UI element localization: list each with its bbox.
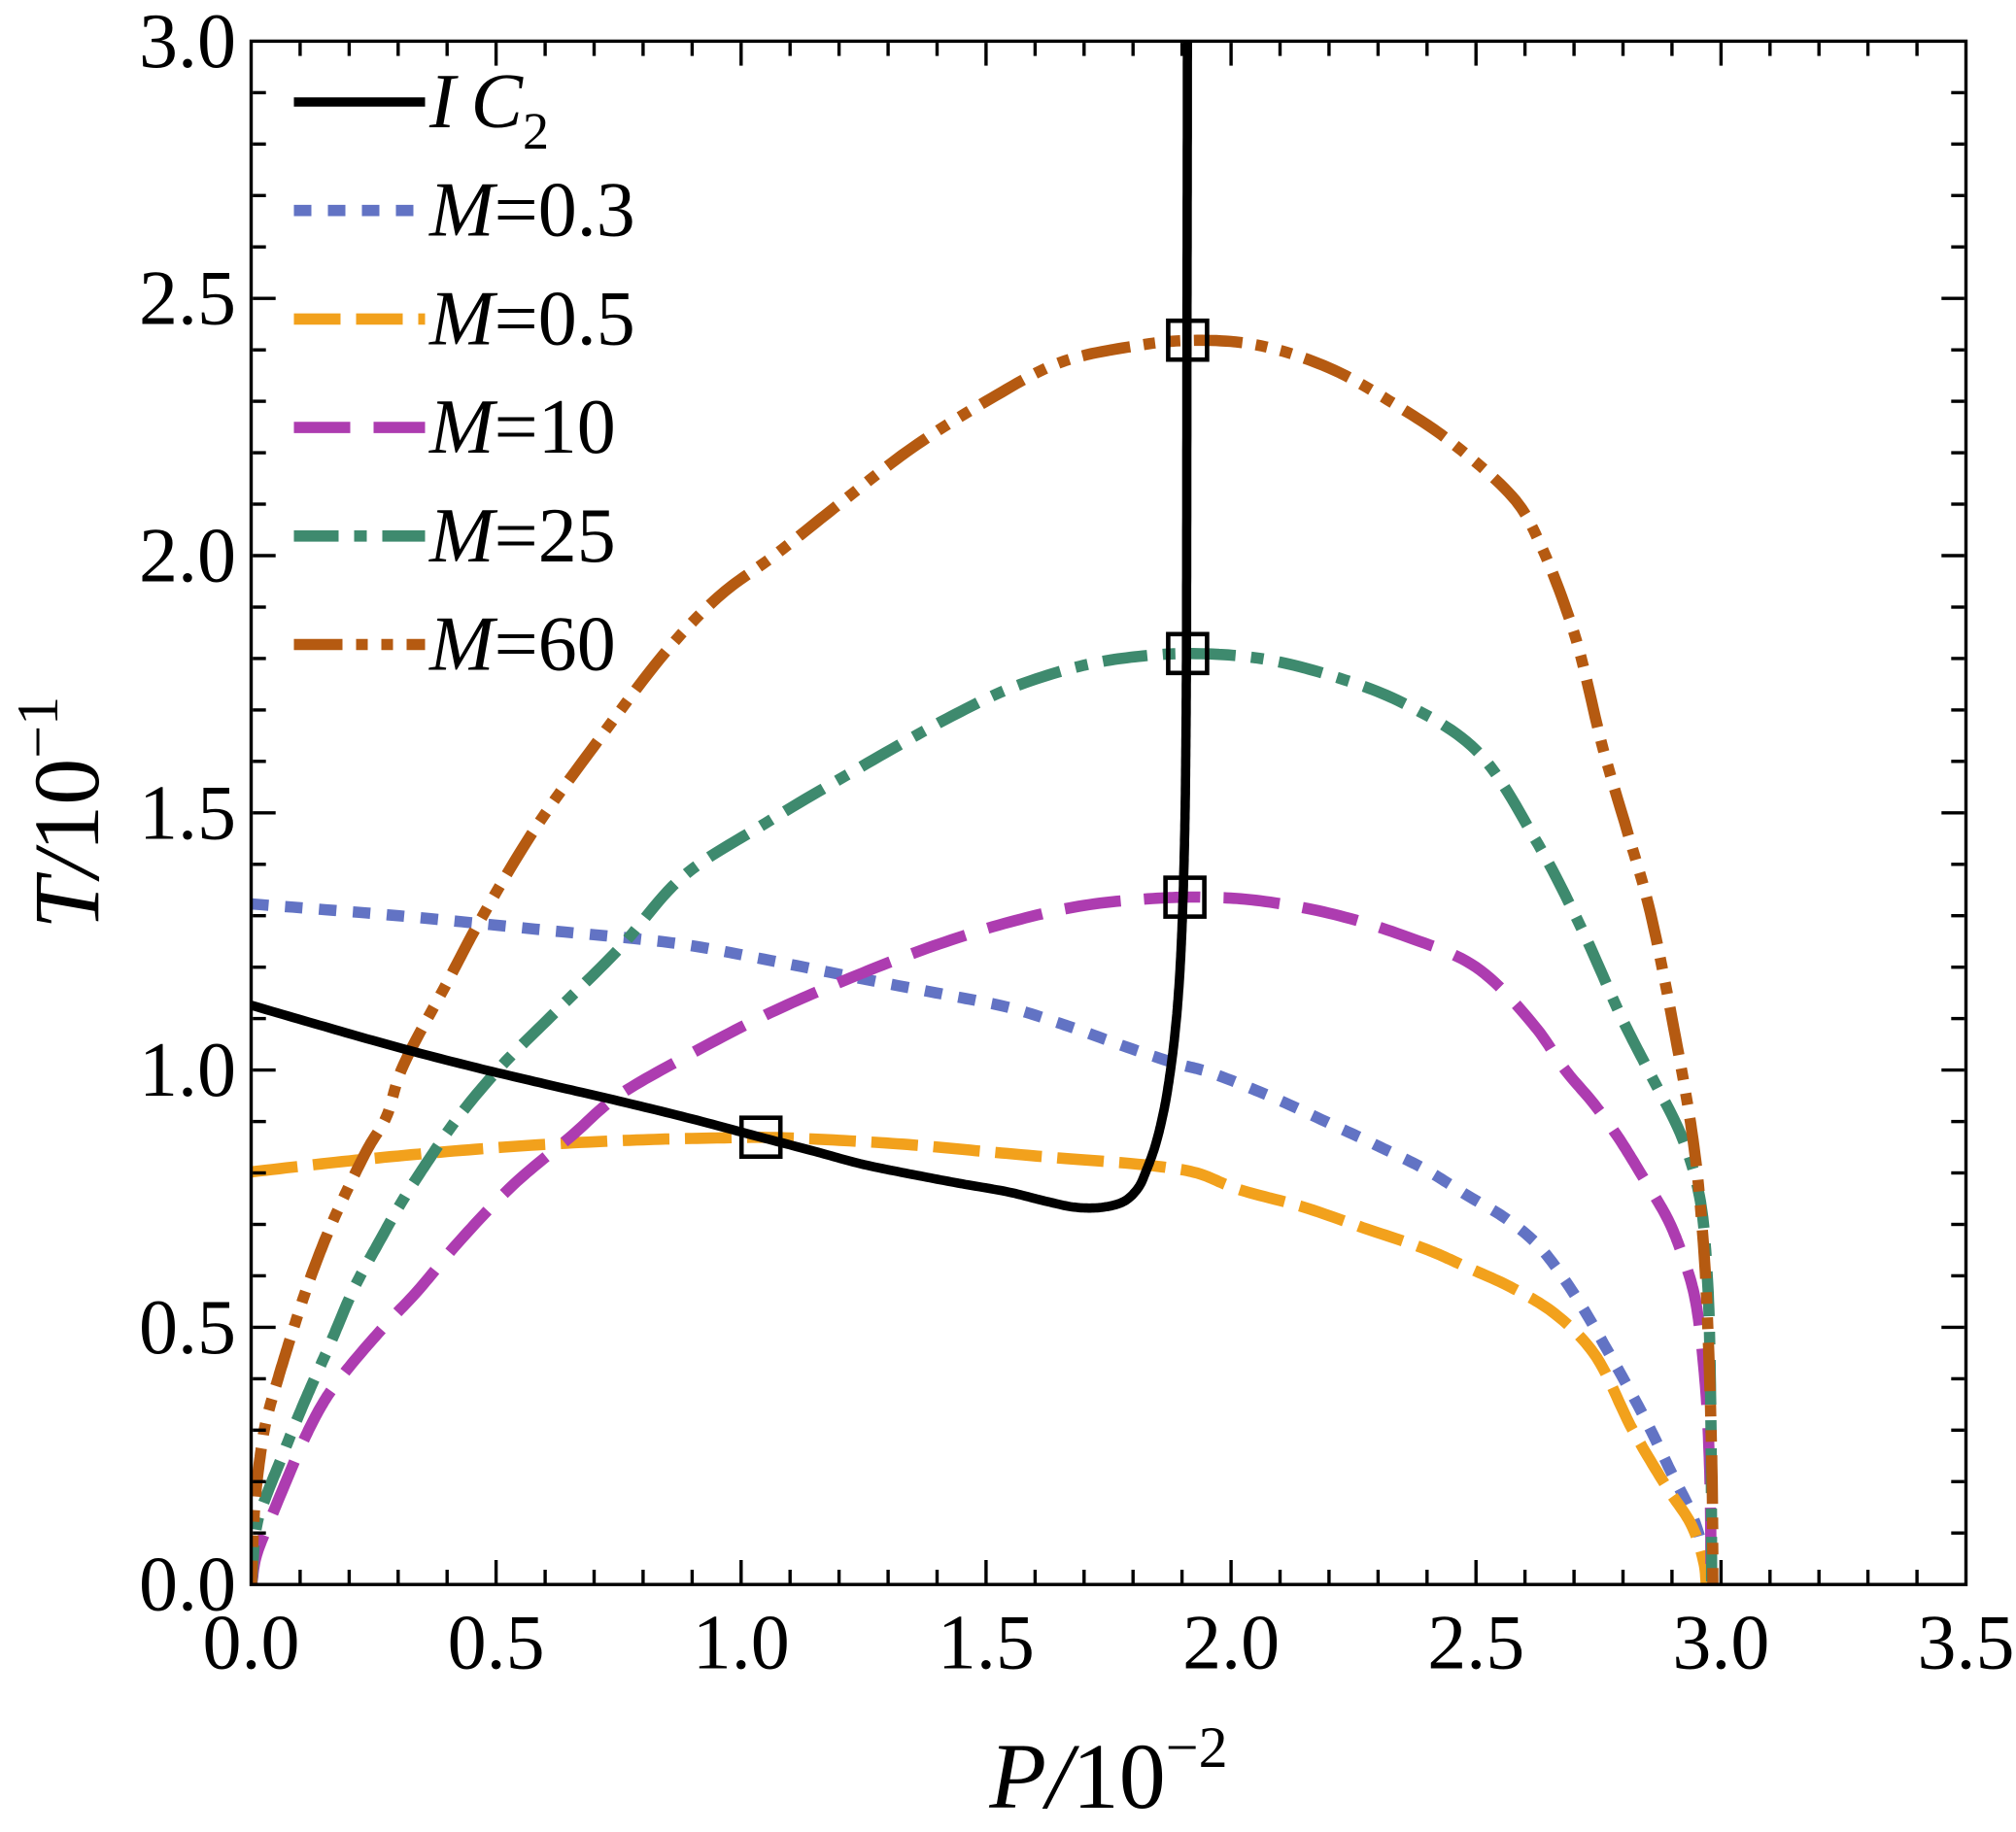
svg-text:M=0.3: M=0.3 [428, 168, 635, 254]
svg-text:M=60: M=60 [428, 602, 616, 688]
svg-text:0.5: 0.5 [139, 1285, 236, 1371]
svg-text:0.5: 0.5 [448, 1601, 545, 1686]
svg-text:1.5: 1.5 [938, 1601, 1035, 1686]
svg-text:P/10−2: P/10−2 [988, 1715, 1227, 1827]
svg-text:0.0: 0.0 [139, 1543, 236, 1628]
svg-text:1.5: 1.5 [139, 770, 236, 856]
svg-text:M=0.5: M=0.5 [428, 276, 635, 361]
svg-text:M=10: M=10 [428, 385, 616, 470]
svg-text:2.5: 2.5 [1427, 1601, 1524, 1686]
svg-text:3.5: 3.5 [1918, 1601, 2015, 1686]
svg-text:3.0: 3.0 [1672, 1601, 1769, 1686]
svg-text:1.0: 1.0 [693, 1601, 790, 1686]
svg-text:M=25: M=25 [428, 493, 616, 579]
svg-text:I C2: I C2 [428, 59, 549, 160]
svg-text:2.0: 2.0 [1182, 1601, 1280, 1686]
svg-text:1.0: 1.0 [139, 1028, 236, 1113]
svg-text:T/10−1: T/10−1 [6, 696, 119, 930]
svg-text:2.5: 2.5 [139, 256, 236, 342]
svg-text:0.0: 0.0 [203, 1601, 300, 1686]
svg-text:3.0: 3.0 [139, 0, 236, 85]
svg-text:2.0: 2.0 [139, 514, 236, 599]
